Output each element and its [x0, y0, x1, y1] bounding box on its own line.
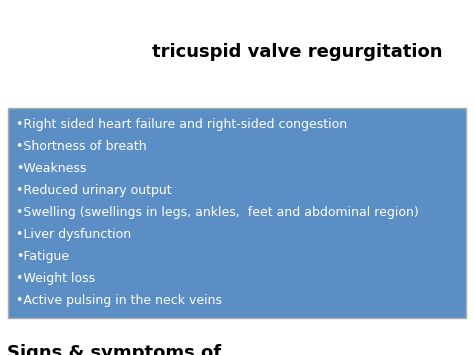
- Text: •Right sided heart failure and right-sided congestion: •Right sided heart failure and right-sid…: [16, 118, 347, 131]
- Bar: [8, 108, 466, 318]
- Text: •Weight loss: •Weight loss: [16, 272, 95, 285]
- Text: tricuspid valve regurgitation: tricuspid valve regurgitation: [152, 43, 442, 61]
- Text: •Fatigue: •Fatigue: [16, 250, 69, 263]
- Text: •Active pulsing in the neck veins: •Active pulsing in the neck veins: [16, 294, 222, 307]
- Text: •Weakness: •Weakness: [16, 162, 86, 175]
- Text: Signs & symptoms of: Signs & symptoms of: [7, 344, 221, 355]
- Text: •Swelling (swellings in legs, ankles,  feet and abdominal region): •Swelling (swellings in legs, ankles, fe…: [16, 206, 419, 219]
- Text: •Reduced urinary output: •Reduced urinary output: [16, 184, 172, 197]
- Text: •Shortness of breath: •Shortness of breath: [16, 140, 146, 153]
- Text: •Liver dysfunction: •Liver dysfunction: [16, 228, 131, 241]
